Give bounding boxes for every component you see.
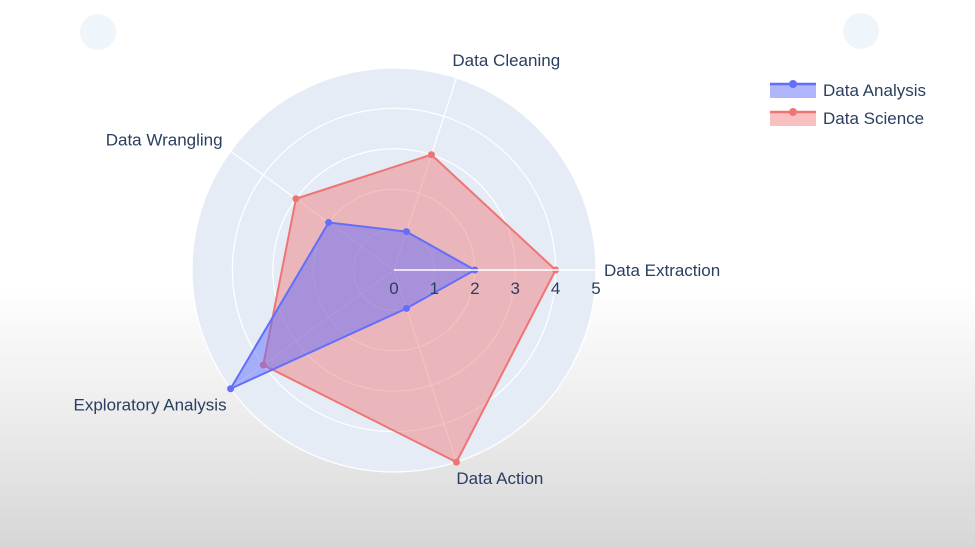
data-point bbox=[325, 219, 333, 227]
axis-label: Data Action bbox=[456, 469, 543, 488]
data-point bbox=[227, 385, 235, 393]
decorative-hexagon-icon bbox=[843, 13, 879, 49]
radial-tick-label: 1 bbox=[430, 279, 439, 298]
legend-swatch[interactable] bbox=[770, 112, 816, 126]
radial-tick-label: 3 bbox=[510, 279, 519, 298]
series-area-data-analysis bbox=[229, 221, 476, 390]
data-point bbox=[452, 458, 460, 466]
legend-label[interactable]: Data Science bbox=[823, 109, 924, 128]
legend-marker bbox=[789, 80, 797, 88]
legend-marker bbox=[789, 108, 797, 116]
axis-label: Data Wrangling bbox=[106, 130, 223, 149]
data-point bbox=[292, 195, 300, 203]
radial-tick-label: 0 bbox=[389, 279, 398, 298]
radial-tick-label: 4 bbox=[551, 279, 560, 298]
legend-label[interactable]: Data Analysis bbox=[823, 81, 926, 100]
legend-swatch[interactable] bbox=[770, 84, 816, 98]
data-point bbox=[402, 228, 410, 236]
axis-label: Exploratory Analysis bbox=[74, 396, 227, 415]
data-point bbox=[402, 304, 410, 312]
decorative-circle bbox=[80, 14, 116, 50]
data-point bbox=[427, 151, 435, 159]
radial-tick-label: 2 bbox=[470, 279, 479, 298]
axis-label: Data Cleaning bbox=[452, 51, 560, 70]
axis-label: Data Extraction bbox=[604, 261, 720, 280]
radial-tick-label: 5 bbox=[591, 279, 600, 298]
